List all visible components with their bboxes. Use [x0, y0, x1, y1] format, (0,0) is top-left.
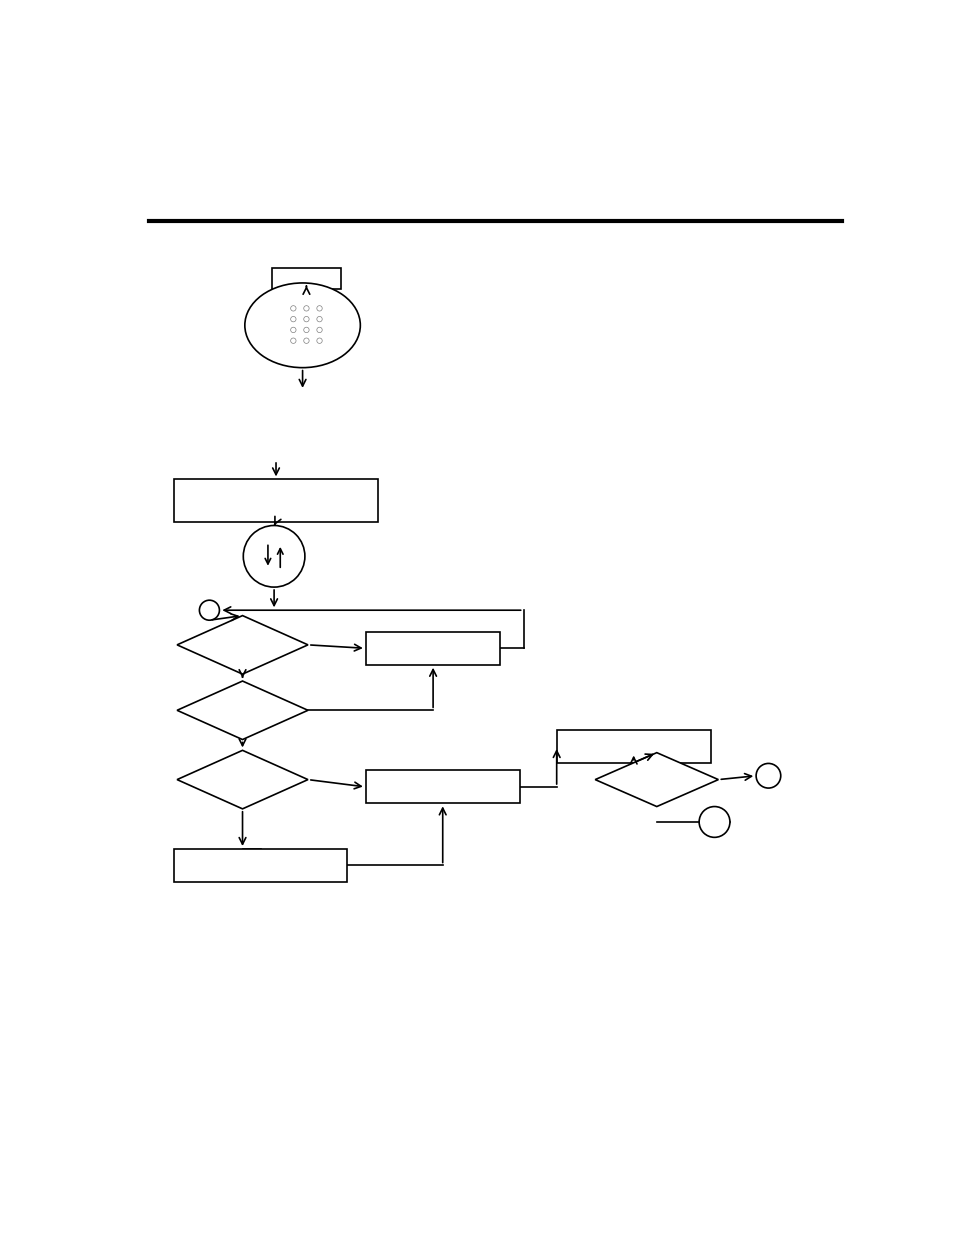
Circle shape — [303, 316, 309, 322]
Bar — [365, 632, 500, 664]
Circle shape — [316, 316, 322, 322]
Circle shape — [199, 600, 219, 620]
Bar — [173, 479, 377, 521]
Polygon shape — [177, 680, 308, 740]
Circle shape — [303, 338, 309, 343]
Circle shape — [303, 306, 309, 311]
Bar — [365, 771, 519, 804]
Circle shape — [316, 338, 322, 343]
Bar — [272, 268, 341, 289]
Circle shape — [699, 806, 729, 837]
Circle shape — [756, 763, 780, 788]
Circle shape — [291, 327, 295, 332]
Circle shape — [291, 316, 295, 322]
Polygon shape — [595, 752, 718, 806]
Circle shape — [303, 327, 309, 332]
Circle shape — [243, 526, 305, 587]
Circle shape — [291, 306, 295, 311]
Circle shape — [316, 306, 322, 311]
Bar — [557, 730, 710, 763]
Polygon shape — [177, 751, 308, 809]
Bar — [173, 848, 347, 882]
Ellipse shape — [245, 283, 360, 368]
Circle shape — [316, 327, 322, 332]
Circle shape — [291, 338, 295, 343]
Polygon shape — [177, 615, 308, 674]
